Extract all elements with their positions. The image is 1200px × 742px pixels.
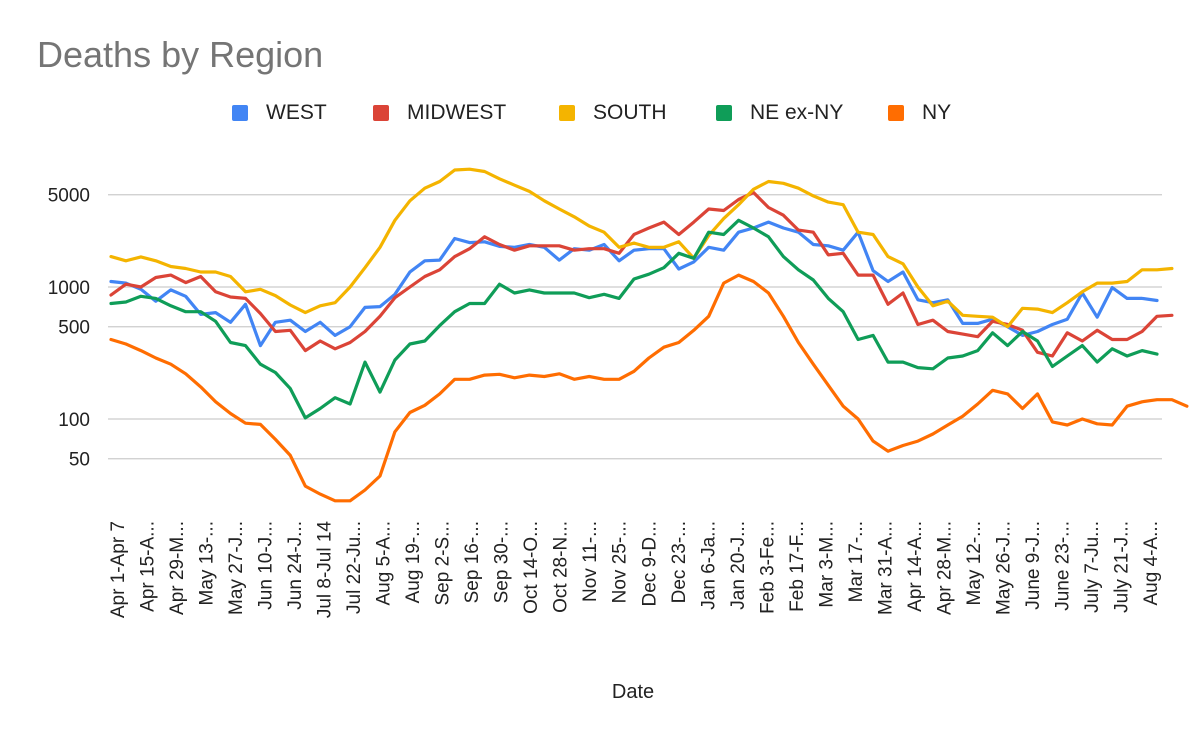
x-tick-label: Nov 25-... <box>610 521 631 603</box>
x-tick-label: Jun 24-J... <box>285 521 306 610</box>
legend-swatch <box>716 105 732 121</box>
y-axis-ticks: 50 100 500 1000 5000 <box>48 186 90 471</box>
x-tick-label: Jan 20-J... <box>728 521 749 610</box>
x-tick-label: May 26-J... <box>993 521 1014 615</box>
x-tick-label: Mar 17-... <box>846 521 867 602</box>
legend-swatch <box>373 105 389 121</box>
legend-item-midwest: MIDWEST <box>373 100 506 126</box>
y-tick-label: 50 <box>69 450 90 471</box>
x-axis-title: Date <box>612 681 654 703</box>
x-tick-label: May 12-... <box>964 521 985 605</box>
x-tick-label: Jul 8-Jul 14 <box>315 521 336 619</box>
x-tick-label: Jan 6-Ja... <box>698 521 719 610</box>
legend-item-west: WEST <box>232 100 327 126</box>
x-tick-label: Apr 28-M... <box>934 521 955 615</box>
series-line-midwest <box>109 190 1174 358</box>
series-line-south <box>109 167 1174 329</box>
legend-label: NY <box>922 101 952 124</box>
legend-swatch <box>232 105 248 121</box>
x-tick-label: July 7-Ju... <box>1082 521 1103 613</box>
x-tick-label: Apr 29-M... <box>167 521 188 615</box>
x-tick-label: Mar 31-A... <box>875 521 896 615</box>
legend-swatch <box>888 105 904 121</box>
x-tick-label: July 21-J... <box>1111 521 1132 613</box>
x-tick-label: Dec 9-D... <box>639 521 660 607</box>
x-tick-label: Apr 1-Apr 7 <box>108 521 129 618</box>
legend-label: MIDWEST <box>407 101 507 124</box>
legend-label: WEST <box>266 101 327 124</box>
x-tick-label: Feb 3-Fe... <box>757 521 778 614</box>
x-tick-label: June 9-J... <box>1023 521 1044 610</box>
legend-item-ne-ex-ny: NE ex-NY <box>716 100 843 126</box>
series-line-ny <box>109 273 1189 503</box>
series-lines <box>109 167 1189 503</box>
x-tick-label: May 13-... <box>197 521 218 605</box>
x-tick-label: Jul 22-Ju... <box>344 521 365 614</box>
y-tick-label: 1000 <box>48 278 90 299</box>
x-tick-label: Sep 2-S... <box>433 521 454 606</box>
x-tick-label: June 23-... <box>1052 521 1073 611</box>
x-tick-label: Apr 15-A... <box>138 521 159 612</box>
y-tick-label: 500 <box>58 318 90 339</box>
series-line-west <box>109 220 1159 348</box>
x-tick-label: Aug 19-... <box>403 521 424 603</box>
x-tick-label: Aug 4-A... <box>1141 521 1162 606</box>
series-line-ne-ex-ny <box>109 218 1159 420</box>
x-tick-label: Mar 3-M... <box>816 521 837 608</box>
x-axis-ticks: Apr 1-Apr 7 Apr 15-A... Apr 29-M... May 13-… <box>108 521 1162 619</box>
x-tick-label: Sep 16-... <box>462 521 483 603</box>
x-tick-label: Apr 14-A... <box>905 521 926 612</box>
legend-item-ny: NY <box>888 100 951 126</box>
legend-label: NE ex-NY <box>750 101 844 124</box>
x-tick-label: Oct 28-N... <box>551 521 572 613</box>
x-tick-label: Nov 11-... <box>580 521 601 602</box>
x-tick-label: May 27-J... <box>226 521 247 615</box>
chart-title: Deaths by Region <box>37 34 324 75</box>
x-tick-label: Sep 30-... <box>492 521 513 603</box>
x-tick-label: Jun 10-J... <box>256 521 277 610</box>
y-tick-label: 5000 <box>48 186 90 207</box>
y-tick-label: 100 <box>58 410 90 431</box>
chart-legend: WEST MIDWEST SOUTH NE ex-NY NY <box>0 100 1200 126</box>
legend-label: SOUTH <box>593 101 667 124</box>
gridlines <box>108 194 1162 460</box>
x-tick-label: Aug 5-A... <box>374 521 395 606</box>
x-tick-label: Feb 17-F... <box>787 521 808 612</box>
x-tick-label: Oct 14-O... <box>521 521 542 614</box>
legend-swatch <box>559 105 575 121</box>
legend-item-south: SOUTH <box>559 100 667 126</box>
x-tick-label: Dec 23-... <box>669 521 690 603</box>
